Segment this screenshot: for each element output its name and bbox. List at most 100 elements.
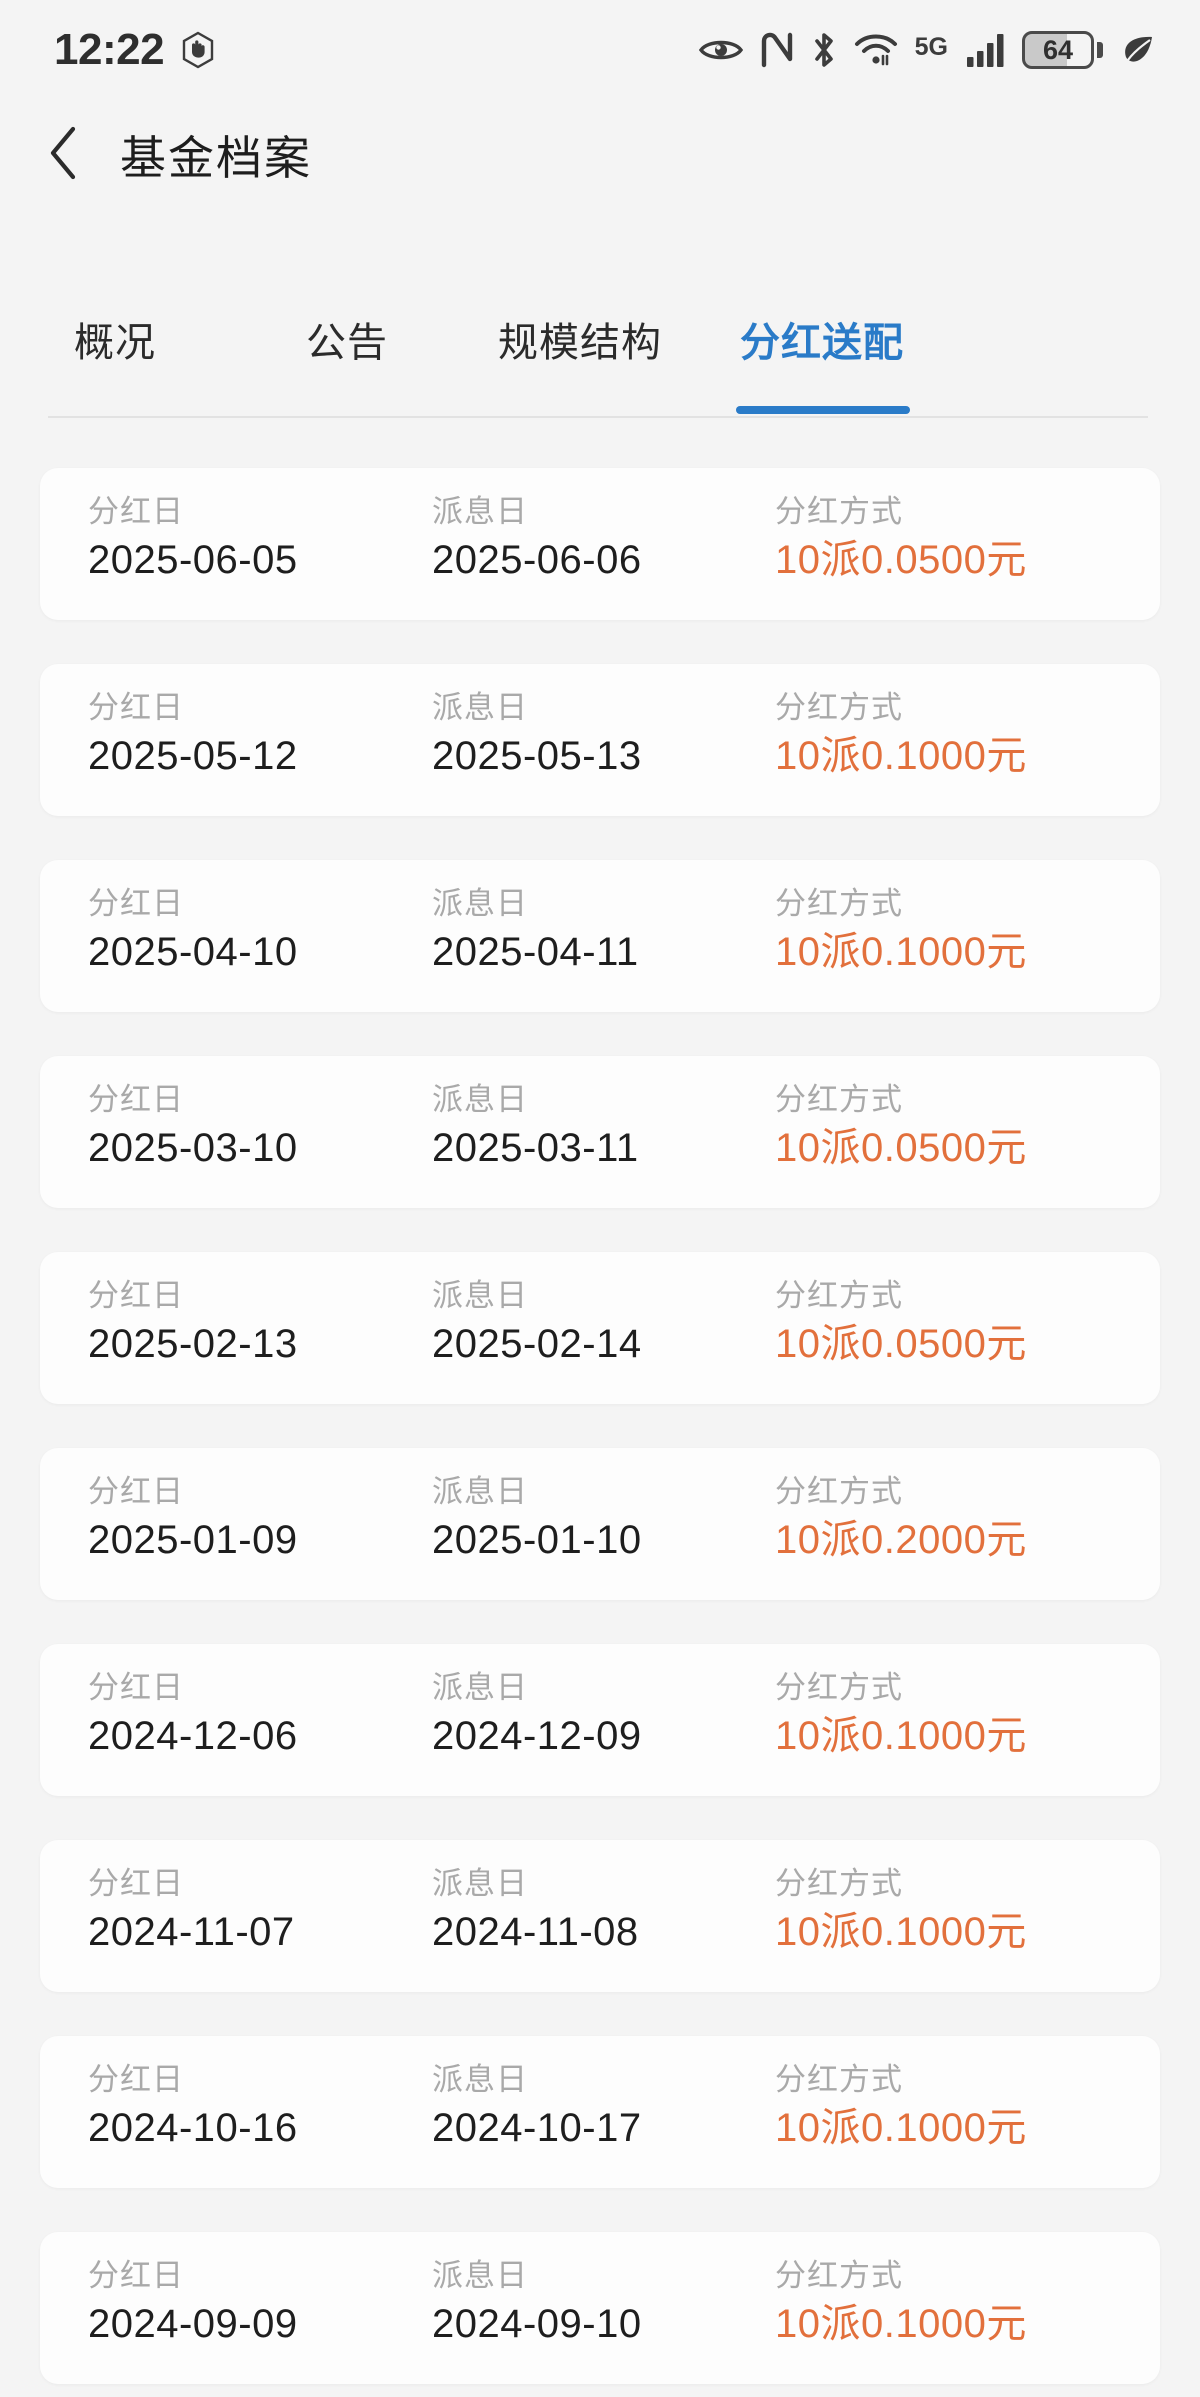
table-cell-dividend_method: 分红方式 10派0.0500元 [775,494,1027,582]
table-row[interactable]: 分红日 2024-12-06 派息日 2024-12-09 分红方式 10派0.1000元 [40,1644,1160,1796]
tab-scale-structure[interactable]: 规模结构 [498,300,662,368]
cell-value-payment_date: 2025-02-14 [432,1321,642,1366]
cell-value-dividend_method: 10派0.0500元 [775,1125,1027,1170]
cell-label-dividend_method: 分红方式 [775,1082,903,1117]
status-bar-right: 5G 64 [698,31,1156,69]
tab-active-underline [736,406,910,414]
eye-icon [698,35,743,65]
table-cell-dividend_date: 分红日 2025-06-05 [88,494,298,582]
table-row[interactable]: 分红日 2025-01-09 派息日 2025-01-10 分红方式 10派0.2000元 [40,1448,1160,1600]
cell-label-dividend_date: 分红日 [88,886,184,921]
status-bar: 12:22 [0,0,1200,100]
tab-overview-label: 概况 [74,321,156,365]
cell-label-payment_date: 派息日 [432,494,528,529]
tab-list: 概况 公告 规模结构 分红送配 [0,300,1200,418]
cell-label-dividend_method: 分红方式 [775,1670,903,1705]
tab-overview[interactable]: 概况 [74,300,156,368]
tab-bar: 概况 公告 规模结构 分红送配 [0,300,1200,418]
battery-percent-label: 64 [1042,34,1074,65]
table-row[interactable]: 分红日 2025-02-13 派息日 2025-02-14 分红方式 10派0.0500元 [40,1252,1160,1404]
page-header: 基金档案 [0,100,1200,210]
table-cell-payment_date: 派息日 2025-02-14 [432,1278,642,1366]
table-row[interactable]: 分红日 2025-06-05 派息日 2025-06-06 分红方式 10派0.0500元 [40,468,1160,620]
cell-value-dividend_date: 2025-04-10 [88,929,298,974]
network-5g-label: 5G [914,33,948,61]
cell-label-payment_date: 派息日 [432,2062,528,2097]
cell-label-payment_date: 派息日 [432,2258,528,2293]
cell-value-payment_date: 2024-10-17 [432,2105,642,2150]
table-cell-payment_date: 派息日 2024-10-17 [432,2062,642,2150]
cell-label-dividend_date: 分红日 [88,2258,184,2293]
cell-value-payment_date: 2024-09-10 [432,2301,642,2346]
cell-value-payment_date: 2024-12-09 [432,1713,642,1758]
cell-value-dividend_method: 10派0.0500元 [775,1321,1027,1366]
table-row[interactable]: 分红日 2025-05-12 派息日 2025-05-13 分红方式 10派0.1000元 [40,664,1160,816]
cell-label-dividend_method: 分红方式 [775,690,903,725]
table-cell-payment_date: 派息日 2025-03-11 [432,1082,639,1170]
cell-value-dividend_method: 10派0.1000元 [775,733,1027,778]
table-row[interactable]: 分红日 2024-09-09 派息日 2024-09-10 分红方式 10派0.1000元 [40,2232,1160,2384]
cell-label-dividend_method: 分红方式 [775,1278,903,1313]
table-cell-dividend_method: 分红方式 10派0.1000元 [775,1866,1027,1954]
table-cell-dividend_method: 分红方式 10派0.0500元 [775,1278,1027,1366]
cell-value-payment_date: 2025-05-13 [432,733,642,778]
table-row[interactable]: 分红日 2024-11-07 派息日 2024-11-08 分红方式 10派0.1000元 [40,1840,1160,1992]
table-cell-payment_date: 派息日 2024-11-08 [432,1866,639,1954]
status-clock: 12:22 [54,25,165,74]
table-cell-dividend_method: 分红方式 10派0.1000元 [775,2062,1027,2150]
cell-value-dividend_date: 2024-11-07 [88,1909,295,1954]
cell-value-dividend_date: 2025-06-05 [88,537,298,582]
nfc-icon [760,31,794,69]
tab-dividends[interactable]: 分红送配 [736,300,910,414]
table-row[interactable]: 分红日 2024-10-16 派息日 2024-10-17 分红方式 10派0.1000元 [40,2036,1160,2188]
cell-label-dividend_date: 分红日 [88,1670,184,1705]
cell-value-dividend_method: 10派0.2000元 [775,1517,1027,1562]
cell-label-payment_date: 派息日 [432,886,528,921]
page-title: 基金档案 [120,132,312,184]
table-cell-payment_date: 派息日 2025-06-06 [432,494,642,582]
cell-label-dividend_method: 分红方式 [775,1866,903,1901]
battery-icon: 64 [1022,31,1103,69]
table-cell-dividend_date: 分红日 2024-12-06 [88,1670,298,1758]
cell-label-dividend_date: 分红日 [88,1082,184,1117]
cell-label-dividend_date: 分红日 [88,1866,184,1901]
cell-value-dividend_method: 10派0.1000元 [775,2301,1027,2346]
cell-value-dividend_date: 2024-10-16 [88,2105,298,2150]
table-cell-payment_date: 派息日 2025-01-10 [432,1474,642,1562]
cell-label-payment_date: 派息日 [432,1278,528,1313]
tab-announcements[interactable]: 公告 [306,300,388,368]
cell-label-dividend_date: 分红日 [88,494,184,529]
tab-scale-structure-label: 规模结构 [498,321,662,365]
cell-value-dividend_date: 2024-12-06 [88,1713,298,1758]
cell-label-dividend_date: 分红日 [88,1278,184,1313]
cell-value-dividend_method: 10派0.1000元 [775,1909,1027,1954]
cell-value-payment_date: 2025-04-11 [432,929,639,974]
table-cell-dividend_date: 分红日 2024-09-09 [88,2258,298,2346]
cell-value-payment_date: 2025-03-11 [432,1125,639,1170]
table-cell-payment_date: 派息日 2024-09-10 [432,2258,642,2346]
cell-value-payment_date: 2024-11-08 [432,1909,639,1954]
cell-label-dividend_method: 分红方式 [775,2062,903,2097]
table-cell-dividend_method: 分红方式 10派0.1000元 [775,886,1027,974]
cell-value-payment_date: 2025-06-06 [432,537,642,582]
cell-label-dividend_date: 分红日 [88,1474,184,1509]
cell-label-dividend_method: 分红方式 [775,886,903,921]
table-cell-payment_date: 派息日 2025-04-11 [432,886,639,974]
cell-label-dividend_method: 分红方式 [775,2258,903,2293]
dividend-list[interactable]: 分红日 2025-06-05 派息日 2025-06-06 分红方式 10派0.0500元… [0,468,1200,2397]
back-button[interactable] [36,126,92,183]
cell-label-dividend_method: 分红方式 [775,1474,903,1509]
table-row[interactable]: 分红日 2025-03-10 派息日 2025-03-11 分红方式 10派0.0500元 [40,1056,1160,1208]
table-row[interactable]: 分红日 2025-04-10 派息日 2025-04-11 分红方式 10派0.1000元 [40,860,1160,1012]
bluetooth-icon [811,31,837,69]
cell-value-dividend_date: 2024-09-09 [88,2301,298,2346]
cell-label-dividend_date: 分红日 [88,690,184,725]
status-bar-left: 12:22 [54,25,218,75]
cell-value-dividend_method: 10派0.1000元 [775,2105,1027,2150]
table-cell-dividend_date: 分红日 2025-02-13 [88,1278,298,1366]
cell-label-payment_date: 派息日 [432,1866,528,1901]
cell-value-dividend_date: 2025-02-13 [88,1321,298,1366]
table-cell-dividend_date: 分红日 2025-05-12 [88,690,298,778]
cell-label-payment_date: 派息日 [432,1670,528,1705]
table-cell-dividend_method: 分红方式 10派0.1000元 [775,2258,1027,2346]
